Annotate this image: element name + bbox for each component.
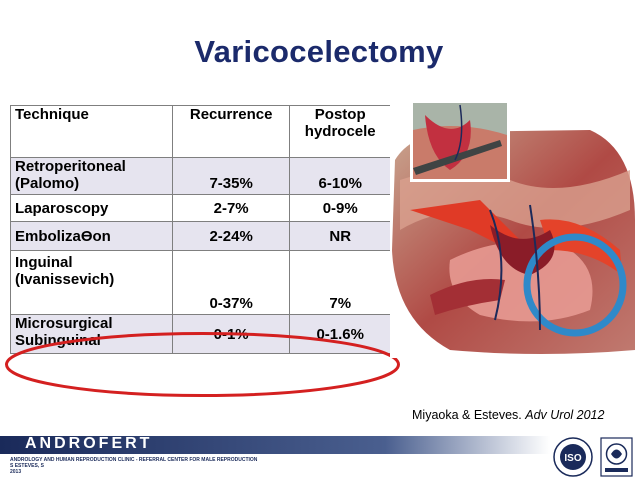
citation-journal: Adv Urol 2012 [525,408,605,422]
header-technique: Technique [10,105,173,158]
cell-hydrocele: 7% [289,250,391,315]
citation-authors: Miyaoka & Esteves. [412,408,522,422]
footer-text: ANDROLOGY AND HUMAN REPRODUCTION CLINIC … [10,457,257,475]
certification-badge-icon [600,437,633,477]
citation: Miyaoka & Esteves. Adv Urol 2012 [412,408,604,422]
cell-technique: Retroperitoneal (Palomo) [10,157,173,195]
techniques-table: Technique Recurrence Postop hydrocele Re… [10,105,391,354]
brand-logo: ANDROFERT [25,435,153,452]
footer-bar [0,436,550,454]
cell-hydrocele: 0-9% [289,194,391,222]
table-header-row: Technique Recurrence Postop hydrocele [10,105,391,158]
footer-line: ANDROLOGY AND HUMAN REPRODUCTION CLINIC … [10,457,258,463]
cell-recurrence: 2-24% [171,221,291,251]
cell-hydrocele: 0-1.6% [289,314,391,354]
table-row: Laparoscopy 2-7% 0-9% [10,194,391,222]
surgery-photo [390,100,637,358]
slide-title: Varicocelectomy [194,34,444,69]
table-row: Retroperitoneal (Palomo) 7-35% 6-10% [10,157,391,195]
highlight-oval [5,332,400,397]
cell-technique: Inguinal (Ivanissevich) [10,250,173,315]
table-row: Embolizaϴon 2-24% NR [10,221,391,251]
footer-line: 2013 [10,469,22,475]
table-row: Inguinal (Ivanissevich) 0-37% 7% [10,250,391,315]
cell-hydrocele: NR [289,221,391,251]
cell-hydrocele: 6-10% [289,157,391,195]
header-recurrence: Recurrence [171,105,291,158]
cell-recurrence: 2-7% [171,194,291,222]
iso-seal-icon: ISO [553,437,593,477]
header-hydrocele: Postop hydrocele [289,105,391,158]
iso-label: ISO [564,453,581,464]
cell-technique: Embolizaϴon [10,221,173,251]
cell-technique: Laparoscopy [10,194,173,222]
cell-recurrence: 0-37% [171,250,291,315]
cell-recurrence: 7-35% [171,157,291,195]
footer-line: S ESTEVES, S [10,463,44,469]
